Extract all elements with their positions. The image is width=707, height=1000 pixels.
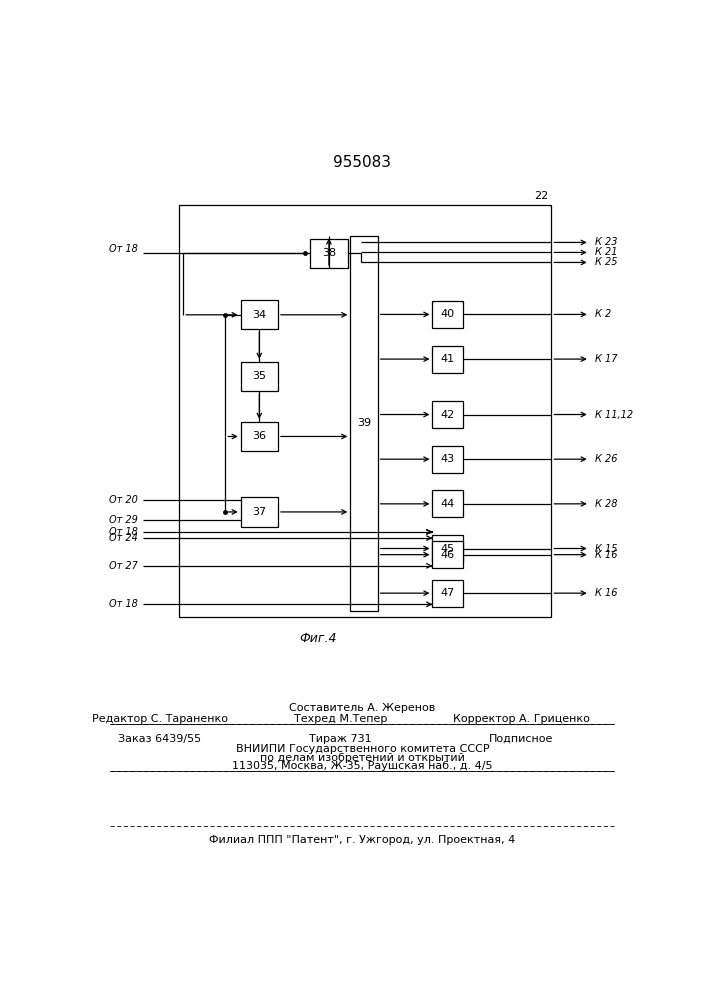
Text: 47: 47 [440, 588, 455, 598]
Text: От 18: От 18 [109, 527, 138, 537]
Text: К 21: К 21 [595, 247, 618, 257]
Bar [433, 346, 462, 373]
Text: К 25: К 25 [595, 257, 618, 267]
Text: Корректор А. Гриценко: Корректор А. Гриценко [452, 714, 590, 724]
Text: Составитель А. Жеренов: Составитель А. Жеренов [289, 703, 436, 713]
Text: К 11,12: К 11,12 [595, 410, 633, 420]
Text: Фиг.4: Фиг.4 [300, 632, 337, 645]
Text: К 16: К 16 [595, 588, 618, 598]
Text: К 2: К 2 [595, 309, 612, 319]
Bar [350, 235, 378, 611]
Text: Редактор С. Тараненко: Редактор С. Тараненко [92, 714, 228, 724]
Bar [179, 205, 551, 617]
Bar [433, 401, 462, 428]
Text: 44: 44 [440, 499, 455, 509]
Text: От 18: От 18 [109, 599, 138, 609]
Text: 36: 36 [252, 431, 267, 441]
Text: по делам изобретений и открытий: по делам изобретений и открытий [260, 753, 464, 763]
Text: 46: 46 [440, 550, 455, 560]
Text: От 18: От 18 [109, 244, 138, 254]
Text: 43: 43 [440, 454, 455, 464]
Text: От 29: От 29 [109, 515, 138, 525]
Text: К 17: К 17 [595, 354, 618, 364]
Text: 955083: 955083 [333, 155, 392, 170]
Text: Заказ 6439/55: Заказ 6439/55 [118, 734, 201, 744]
Text: 35: 35 [252, 371, 267, 381]
Text: К 16: К 16 [595, 550, 618, 560]
Text: 45: 45 [440, 544, 455, 554]
Bar [240, 497, 278, 527]
Text: 40: 40 [440, 309, 455, 319]
Bar [240, 362, 278, 391]
Bar [433, 490, 462, 517]
Text: 41: 41 [440, 354, 455, 364]
Text: 39: 39 [357, 418, 371, 428]
Text: 34: 34 [252, 310, 267, 320]
Text: От 27: От 27 [109, 561, 138, 571]
Text: 38: 38 [322, 248, 336, 258]
Bar [433, 446, 462, 473]
Text: Техред М.Тепер: Техред М.Тепер [293, 714, 387, 724]
Bar [240, 422, 278, 451]
Text: К 28: К 28 [595, 499, 618, 509]
Text: 37: 37 [252, 507, 267, 517]
Text: От 20: От 20 [109, 495, 138, 505]
Bar [433, 535, 462, 562]
Text: 42: 42 [440, 410, 455, 420]
Text: 113035, Москва, Ж-35, Раушская наб., д. 4/5: 113035, Москва, Ж-35, Раушская наб., д. … [232, 761, 493, 771]
Text: К 15: К 15 [595, 544, 618, 554]
Text: К 26: К 26 [595, 454, 618, 464]
Text: От 24: От 24 [109, 533, 138, 543]
Bar [433, 301, 462, 328]
Text: Подписное: Подписное [489, 734, 554, 744]
Bar [310, 239, 348, 268]
Bar [433, 580, 462, 607]
Text: Филиал ППП "Патент", г. Ужгород, ул. Проектная, 4: Филиал ППП "Патент", г. Ужгород, ул. Про… [209, 835, 515, 845]
Text: ВНИИПИ Государственного комитета СССР: ВНИИПИ Государственного комитета СССР [235, 744, 489, 754]
Text: 22: 22 [534, 191, 549, 201]
Text: К 23: К 23 [595, 237, 618, 247]
Bar [433, 541, 462, 568]
Text: Тираж 731: Тираж 731 [309, 734, 372, 744]
Bar [240, 300, 278, 329]
